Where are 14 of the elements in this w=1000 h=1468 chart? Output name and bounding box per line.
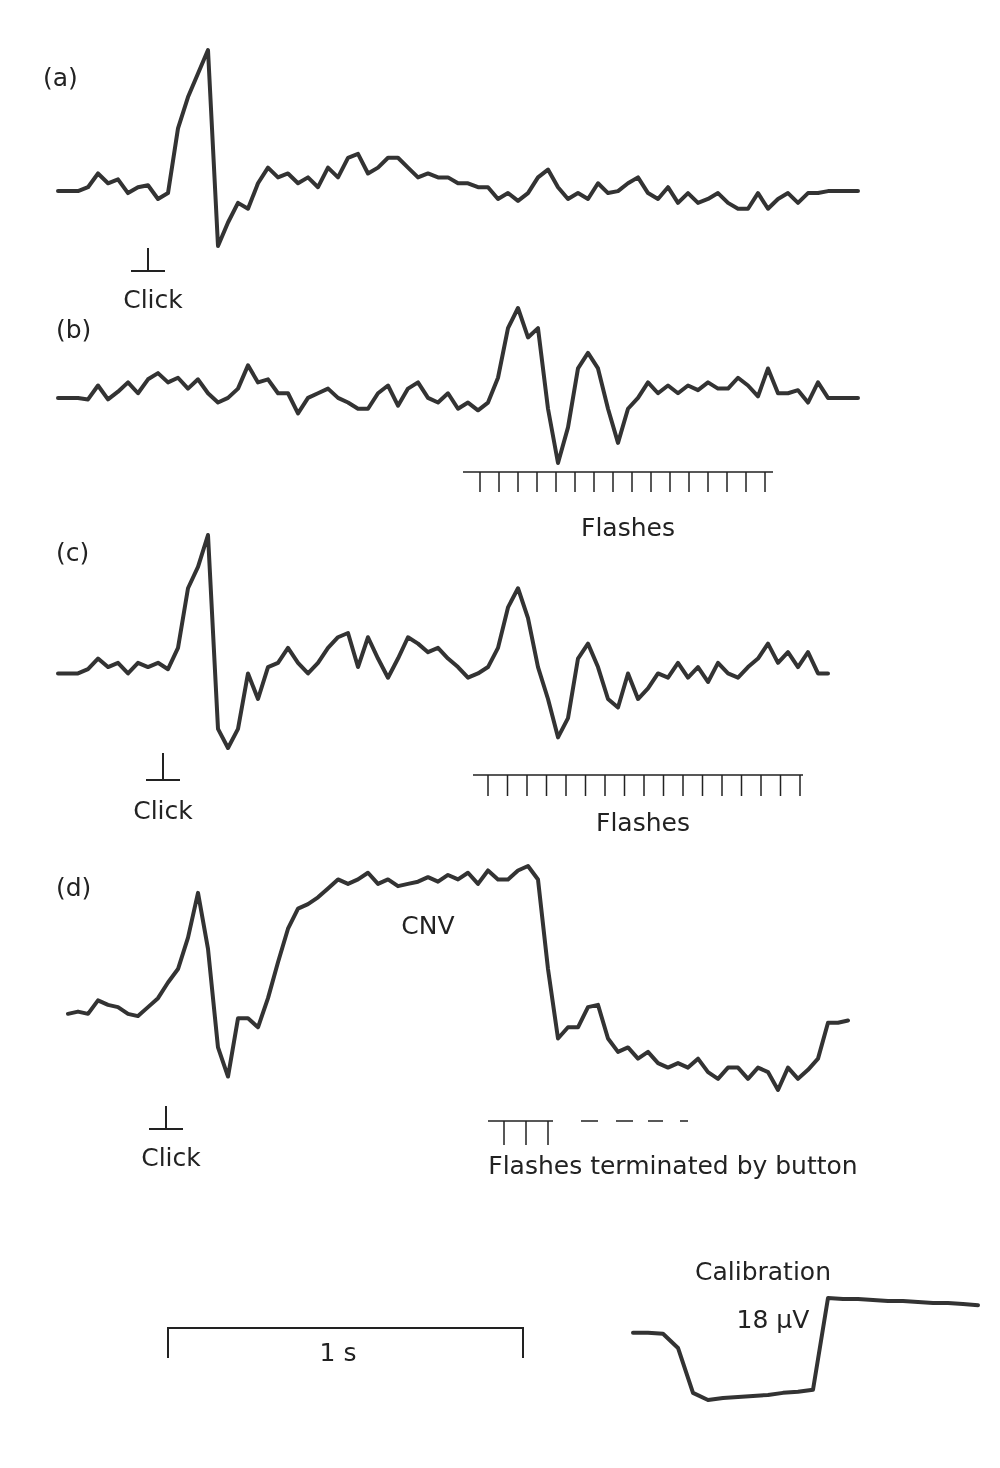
- text: (a): [43, 63, 78, 92]
- annotation: Flashes: [581, 513, 675, 542]
- text: 1 s: [319, 1338, 357, 1367]
- annotation: Click: [123, 285, 184, 314]
- annotation: 18 μV: [736, 1305, 810, 1334]
- text: Calibration: [694, 1257, 832, 1286]
- text: Click: [141, 1143, 202, 1172]
- annotation: CNV: [401, 911, 455, 940]
- text: Flashes terminated by button: [488, 1151, 858, 1180]
- chart-title: (c): [56, 538, 90, 567]
- text: Click: [133, 796, 194, 825]
- chart-title: (d): [56, 873, 92, 902]
- chart-title: (b): [56, 315, 92, 344]
- text: Flashes: [596, 808, 690, 837]
